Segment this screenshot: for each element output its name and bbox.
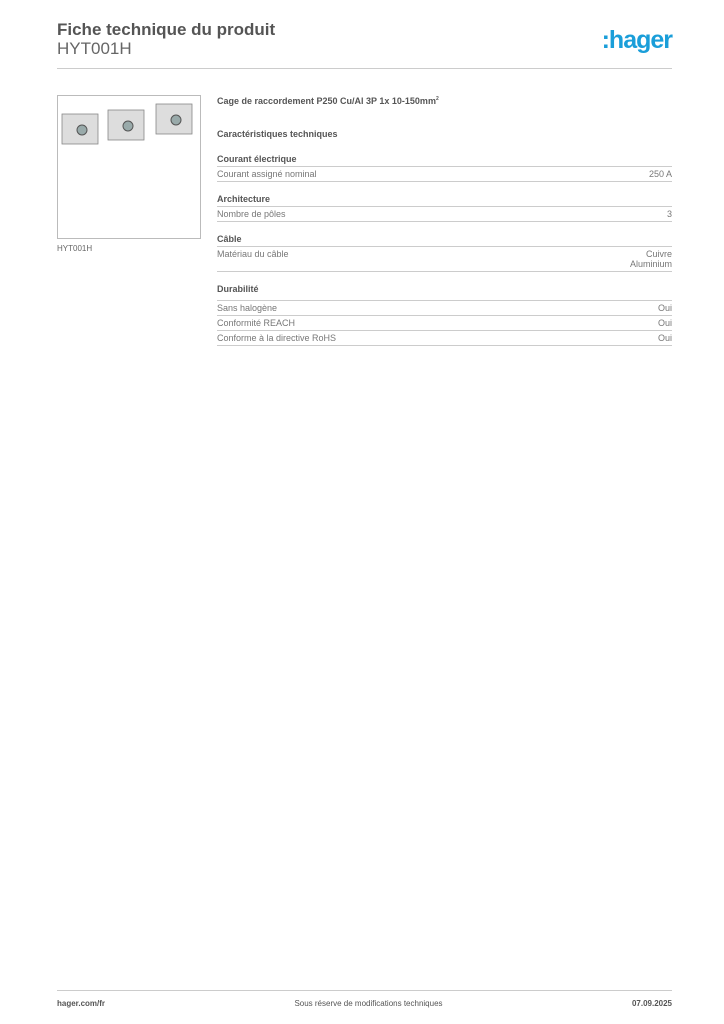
spec-label: Conforme à la directive RoHS: [217, 333, 337, 343]
spec-row: Conformité REACH Oui: [217, 316, 672, 331]
hager-logo: :hager: [601, 26, 673, 54]
superscript: 2: [435, 96, 439, 102]
spec-value-2: Aluminium: [629, 259, 672, 269]
header-divider: [57, 68, 672, 69]
spec-group: Durabilité Sans halogène Oui Conformité R…: [217, 284, 672, 346]
spec-value: 250 A: [648, 169, 672, 179]
spec-row: Matériau du câble Cuivre Aluminium: [217, 247, 672, 272]
website-link[interactable]: hager.com/fr: [57, 999, 106, 1008]
product-code: HYT001H: [57, 39, 132, 58]
spec-value: 3: [666, 209, 672, 219]
spec-label: Sans halogène: [217, 303, 278, 313]
spec-group: Architecture Nombre de pôles 3: [217, 194, 672, 222]
spec-row: Sans halogène Oui: [217, 301, 672, 316]
footer-date: 07.09.2025: [631, 999, 672, 1008]
spec-row: Courant assigné nominal 250 A: [217, 167, 672, 182]
spec-value: Oui: [657, 333, 672, 343]
group-title: Courant électrique: [217, 154, 672, 167]
product-image: [57, 95, 201, 239]
spec-value-1: Cuivre: [645, 249, 672, 259]
specs: Cage de raccordement P250 Cu/Al 3P 1x 10…: [217, 96, 672, 358]
spec-value: Oui: [657, 318, 672, 328]
spec-label: Conformité REACH: [217, 318, 296, 328]
spec-row: Conforme à la directive RoHS Oui: [217, 331, 672, 346]
spec-group: Câble Matériau du câble Cuivre Aluminium: [217, 234, 672, 272]
group-title: Durabilité: [217, 284, 672, 301]
spec-label: Matériau du câble: [217, 249, 289, 259]
footer: hager.com/fr Sous réserve de modificatio…: [57, 990, 672, 1008]
spec-value: Cuivre Aluminium: [630, 249, 672, 269]
group-title: Architecture: [217, 194, 672, 207]
section-title: Caractéristiques techniques: [217, 129, 338, 139]
spec-group: Courant électrique Courant assigné nomin…: [217, 154, 672, 182]
group-title: Câble: [217, 234, 672, 247]
page-title: Fiche technique du produit: [57, 20, 276, 39]
spec-value: Oui: [657, 303, 672, 313]
image-caption: HYT001H: [57, 244, 93, 253]
spec-label: Courant assigné nominal: [217, 169, 317, 179]
spec-row: Nombre de pôles 3: [217, 207, 672, 222]
product-name: Cage de raccordement P250 Cu/Al 3P 1x 10…: [217, 96, 672, 106]
spec-label: Nombre de pôles: [217, 209, 286, 219]
footer-note: Sous réserve de modifications techniques: [294, 999, 443, 1008]
product-name-text: Cage de raccordement P250 Cu/Al 3P 1x 10…: [217, 96, 436, 106]
